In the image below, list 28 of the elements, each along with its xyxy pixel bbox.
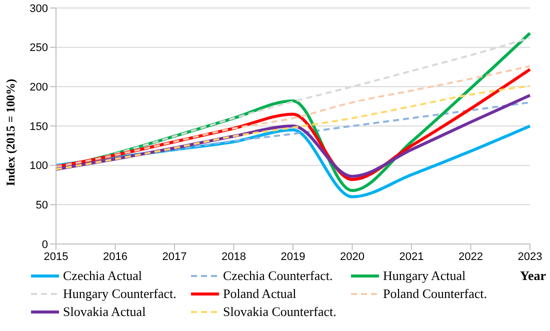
y-tick-label: 200 — [30, 82, 48, 94]
legend-label: Poland Counterfact. — [383, 286, 487, 302]
x-tick-label: 2015 — [44, 250, 68, 263]
y-tick-label: 50 — [36, 200, 48, 212]
x-tick-label: 2021 — [399, 250, 424, 263]
y-tick-label: 300 — [30, 2, 48, 15]
x-tick-label: 2020 — [340, 250, 364, 263]
legend-label: Czechia Counterfact. — [223, 268, 333, 284]
x-tick-label: 2023 — [518, 250, 542, 263]
legend-label: Slovakia Counterfact. — [223, 304, 336, 320]
legend-label: Hungary Counterfact. — [63, 286, 176, 302]
x-tick-label: 2022 — [458, 250, 483, 263]
y-tick-label: 0 — [42, 238, 48, 251]
legend-label: Poland Actual — [223, 286, 296, 302]
legend-label: Slovakia Actual — [63, 304, 146, 320]
x-tick-label: 2016 — [103, 250, 128, 263]
line-series — [55, 101, 531, 166]
line-series — [55, 84, 531, 170]
legend-label: Czechia Actual — [63, 268, 142, 284]
y-tick-label: 150 — [30, 120, 48, 133]
y-tick-label: 250 — [30, 42, 48, 54]
y-axis-title: Index (2015 = 100%) — [3, 78, 18, 186]
y-tick-label: 100 — [30, 160, 48, 172]
x-tick-label: 2019 — [280, 250, 306, 263]
x-axis-title: Year — [520, 268, 546, 284]
x-tick-label: 2018 — [222, 250, 246, 263]
legend-label: Hungary Actual — [383, 268, 466, 284]
x-tick-label: 2017 — [162, 250, 187, 263]
